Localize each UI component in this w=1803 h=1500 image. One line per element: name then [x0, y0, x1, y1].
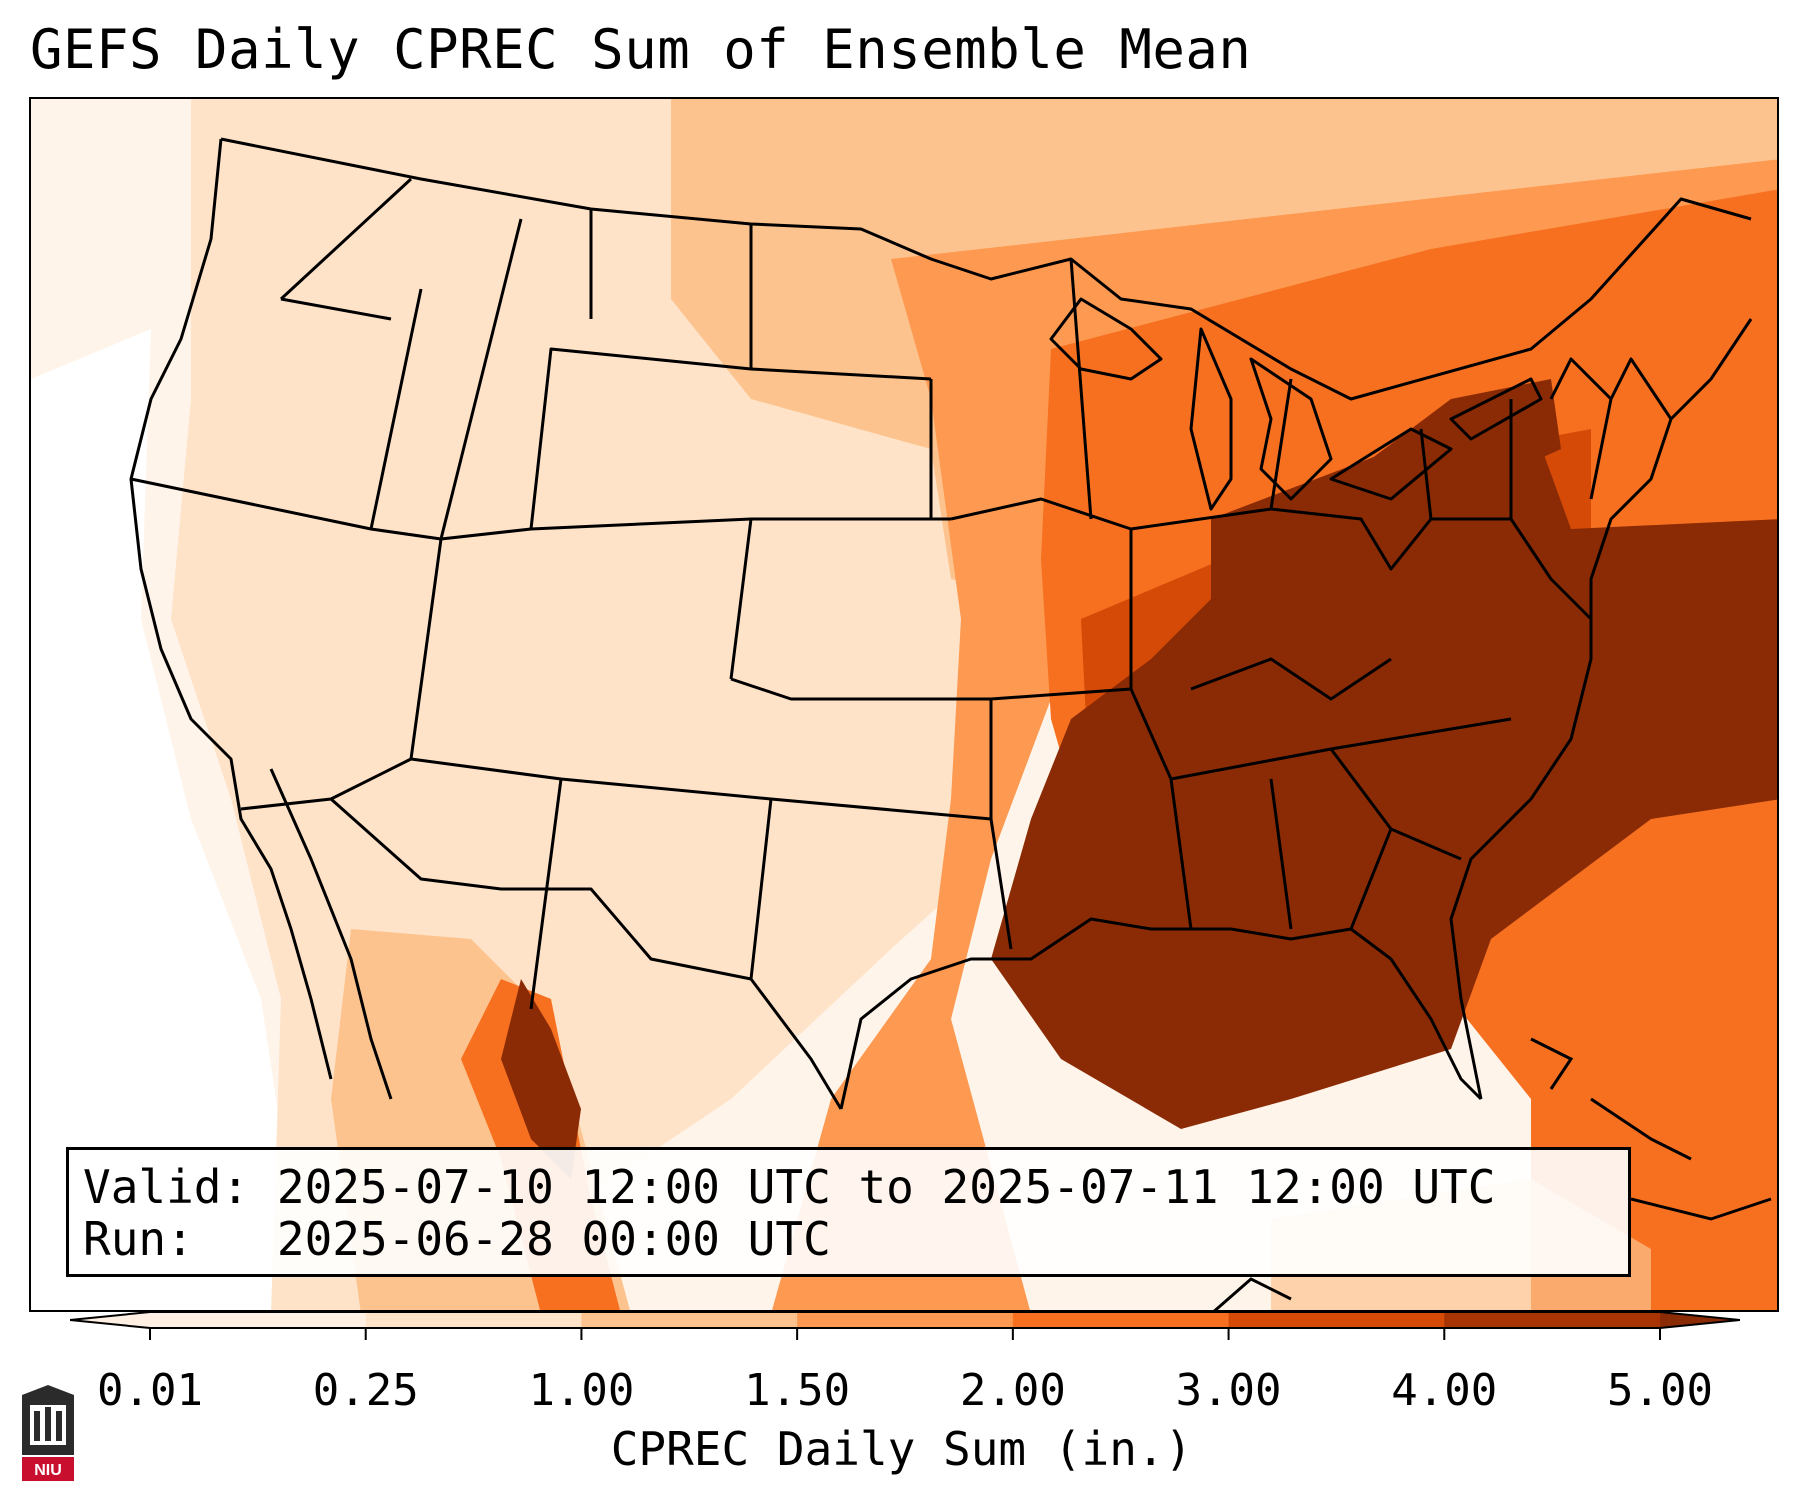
colorbar-tick-label: 1.50 [744, 1365, 851, 1416]
colorbar-tick-label: 3.00 [1175, 1365, 1282, 1416]
colorbar-tick-label: 0.25 [312, 1365, 419, 1416]
precip-map [31, 99, 1777, 1310]
chart-title: GEFS Daily CPREC Sum of Ensemble Mean [30, 18, 1252, 81]
precip-max-sierra-madre [501, 979, 581, 1179]
colorbar-segment [581, 1312, 798, 1328]
colorbar-segment [365, 1312, 582, 1328]
valid-value: 2025-07-10 12:00 UTC to 2025-07-11 12:00… [276, 1160, 1496, 1214]
colorbar [70, 1311, 1740, 1340]
precip-none-pacific [31, 329, 291, 1310]
colorbar-segment [150, 1312, 367, 1328]
colorbar-tick-label: 2.00 [959, 1365, 1066, 1416]
colorbar-extend-max [1660, 1312, 1740, 1328]
colorbar-tick-label: 1.00 [528, 1365, 635, 1416]
map-panel [29, 97, 1779, 1312]
precip-max-southeast [991, 419, 1777, 1129]
valid-line: Valid: 2025-07-10 12:00 UTC to 2025-07-1… [83, 1160, 1495, 1214]
valid-label: Valid: [83, 1160, 250, 1214]
colorbar-tick-label: 4.00 [1391, 1365, 1498, 1416]
state-borders [129, 137, 1753, 1110]
colorbar-extend-min [70, 1312, 150, 1328]
run-line: Run: 2025-06-28 00:00 UTC [83, 1212, 831, 1266]
logo-text: NIU [34, 1462, 62, 1479]
colorbar-segment [1228, 1312, 1445, 1328]
run-label: Run: [83, 1212, 194, 1266]
precip-max-pennsylvania [1331, 379, 1561, 499]
colorbar-ticks: 0.01 0.25 1.00 1.50 2.00 3.00 4.00 5.00 [0, 1365, 1803, 1416]
colorbar-tick-label: 5.00 [1607, 1365, 1713, 1416]
niu-logo-icon: NIU [22, 1385, 74, 1481]
caribbean-coastlines [1213, 1037, 1772, 1310]
validity-box: Valid: 2025-07-10 12:00 UTC to 2025-07-1… [66, 1147, 1631, 1277]
run-value: 2025-06-28 00:00 UTC [276, 1212, 831, 1266]
colorbar-segment [1444, 1312, 1661, 1328]
colorbar-segment [797, 1312, 1014, 1328]
colorbar-label: CPREC Daily Sum (in.) [610, 1422, 1193, 1476]
colorbar-segment [1012, 1312, 1230, 1328]
colorbar-tick-label: 0.01 [97, 1365, 203, 1416]
